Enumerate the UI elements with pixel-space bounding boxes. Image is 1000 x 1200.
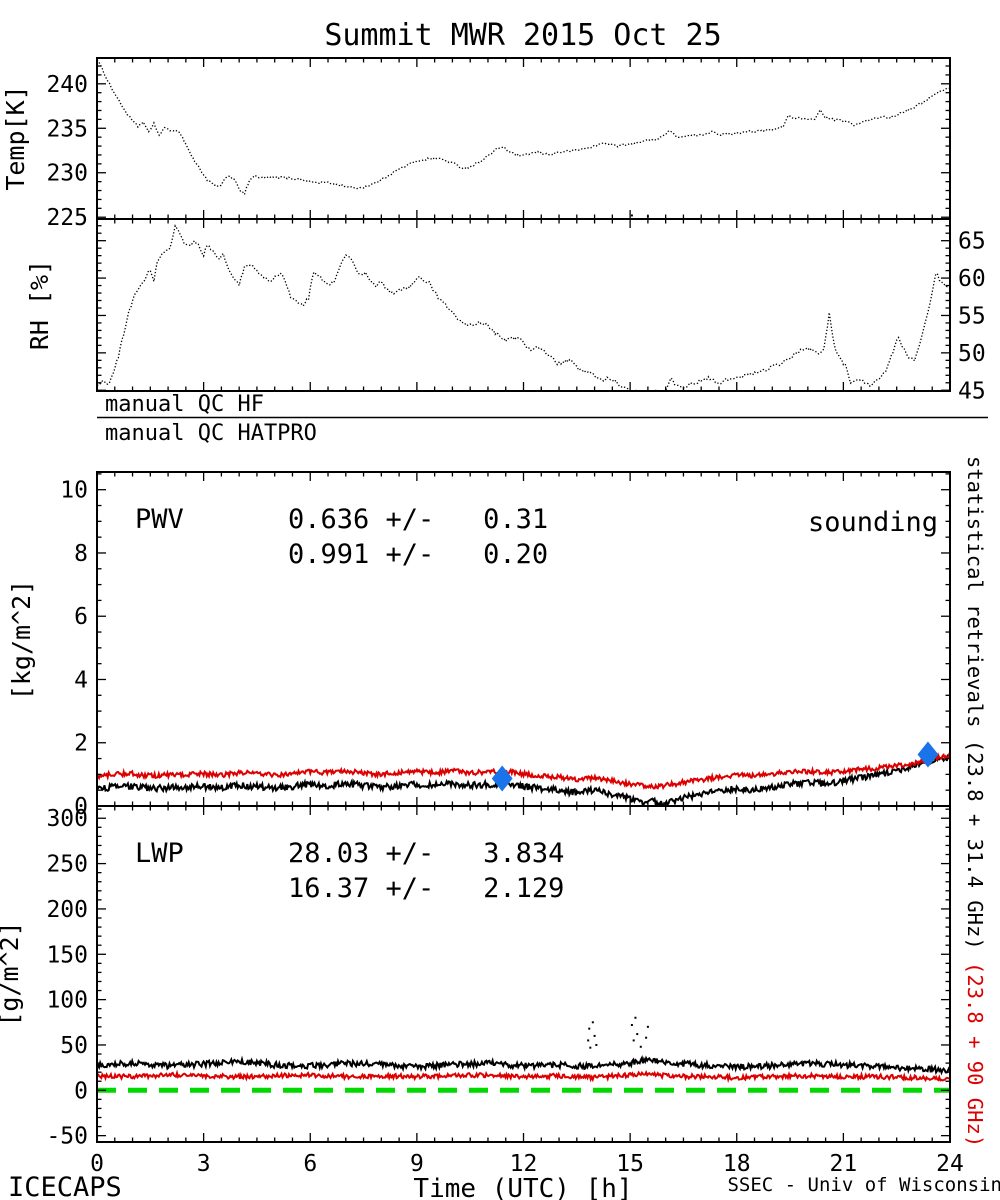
lwp-xtick-label: 21 (830, 1151, 858, 1177)
rh-ytick-label: 45 (958, 378, 986, 404)
pwv-23-90ghz-curve (97, 752, 950, 791)
lwp-23-90ghz-curve (97, 1069, 950, 1084)
pwv-panel: 0 2 4 6 8 10 (60, 471, 951, 820)
pwv-23-31ghz-curve (97, 753, 950, 806)
rh-ytick-label: 50 (958, 341, 986, 367)
lwp-ticks (96, 806, 951, 1142)
lwp-xtick-label: 18 (723, 1151, 751, 1177)
pwv-ytick-label: 6 (74, 604, 88, 630)
lwp-xtick-label: 0 (90, 1151, 104, 1177)
lwp-ytick-label: 150 (46, 942, 88, 968)
temp-y-axis-label: Temp[K] (1, 85, 30, 190)
right-annotation-red: (23.8 + 90 GHz) (963, 962, 987, 1147)
lwp-artifact-dot (632, 1039, 635, 1042)
temp-ytick-label: 235 (46, 116, 88, 142)
lwp-ytick-label: 200 (46, 897, 88, 923)
right-annotation-black: statistical retrievals (23.8 + 31.4 GHz) (963, 456, 987, 962)
lwp-artifact-dot (646, 1025, 649, 1028)
rh-border (96, 218, 951, 392)
pwv-y-axis-label: [kg/m^2] (7, 580, 36, 700)
lwp-artifact-dot (589, 1046, 592, 1049)
lwp-ytick-label: -50 (46, 1124, 88, 1150)
right-axis-annotation: statistical retrievals (23.8 + 31.4 GHz)… (963, 456, 987, 1147)
lwp-artifact-dot (636, 1033, 639, 1036)
relative-humidity-curve (97, 224, 950, 391)
qc-hatpro-label: manual QC HATPRO (105, 421, 317, 446)
pwv-ticks (96, 472, 951, 807)
lwp-stat-red: 16.37 +/- 2.129 (288, 873, 564, 904)
temp-artifact-dot (630, 214, 633, 217)
pwv-ytick-label: 10 (60, 478, 88, 504)
temp-ytick-label: 225 (46, 205, 88, 231)
temp-border (96, 57, 951, 220)
lwp-xtick-label: 6 (303, 1151, 317, 1177)
temperature-curve (97, 59, 950, 196)
temp-ticks (96, 58, 951, 219)
lwp-stats-label: LWP (135, 838, 184, 869)
rh-ticks (96, 219, 951, 391)
temp-panel: 225 230 235 240 (46, 57, 951, 231)
lwp-artifact-dot (639, 1045, 642, 1048)
pwv-stats-label: PWV (135, 504, 184, 535)
lwp-xtick-label: 15 (616, 1151, 644, 1177)
plot-title: Summit MWR 2015 Oct 25 (324, 18, 721, 53)
footer-project: ICECAPS (8, 1172, 122, 1200)
pwv-stat-black: 0.636 +/- 0.31 (288, 504, 548, 535)
lwp-ytick-label: 100 (46, 988, 88, 1014)
lwp-artifact-dot (591, 1021, 594, 1024)
sounding-marker (917, 741, 939, 768)
lwp-ytick-label: 300 (46, 806, 88, 832)
lwp-artifact-dot (645, 1036, 648, 1039)
pwv-ytick-label: 8 (74, 541, 88, 567)
pwv-stat-red: 0.991 +/- 0.20 (288, 539, 548, 570)
lwp-artifact-dot (630, 1024, 633, 1027)
lwp-23-31ghz-curve (97, 1054, 950, 1076)
lwp-artifact-dot (593, 1034, 596, 1037)
rh-y-axis-label: RH [%] (25, 260, 54, 350)
lwp-xtick-label: 3 (197, 1151, 211, 1177)
lwp-artifact-dot (588, 1027, 591, 1030)
lwp-xtick-label: 9 (410, 1151, 424, 1177)
temp-ytick-label: 240 (46, 72, 88, 98)
rh-ytick-label: 60 (958, 266, 986, 292)
rh-ytick-label: 65 (958, 229, 986, 255)
lwp-y-axis-label: [g/m^2] (0, 921, 24, 1026)
lwp-xtick-label: 24 (936, 1151, 964, 1177)
rh-panel: 45 50 55 60 65 (96, 218, 986, 404)
qc-hf-label: manual QC HF (105, 392, 264, 417)
rh-ytick-label: 55 (958, 303, 986, 329)
lwp-ytick-label: 50 (60, 1033, 88, 1059)
lwp-artifact-dot (634, 1016, 637, 1019)
pwv-ytick-label: 2 (74, 731, 88, 757)
pwv-ytick-label: 4 (74, 667, 88, 693)
lwp-xtick-label: 12 (510, 1151, 538, 1177)
sounding-legend: sounding (808, 507, 938, 538)
temp-ytick-label: 230 (46, 161, 88, 187)
footer-institution: SSEC - Univ of Wisconsin (727, 1174, 1000, 1196)
sounding-marker (491, 765, 513, 792)
lwp-ytick-label: 250 (46, 852, 88, 878)
lwp-artifact-dot (595, 1043, 598, 1046)
lwp-stat-black: 28.03 +/- 3.834 (288, 838, 564, 869)
pwv-ytick-label: 0 (74, 794, 88, 820)
lwp-artifact-dot (587, 1039, 590, 1042)
lwp-ytick-label: 0 (74, 1078, 88, 1104)
x-axis-label: Time (UTC) [h] (413, 1174, 632, 1200)
